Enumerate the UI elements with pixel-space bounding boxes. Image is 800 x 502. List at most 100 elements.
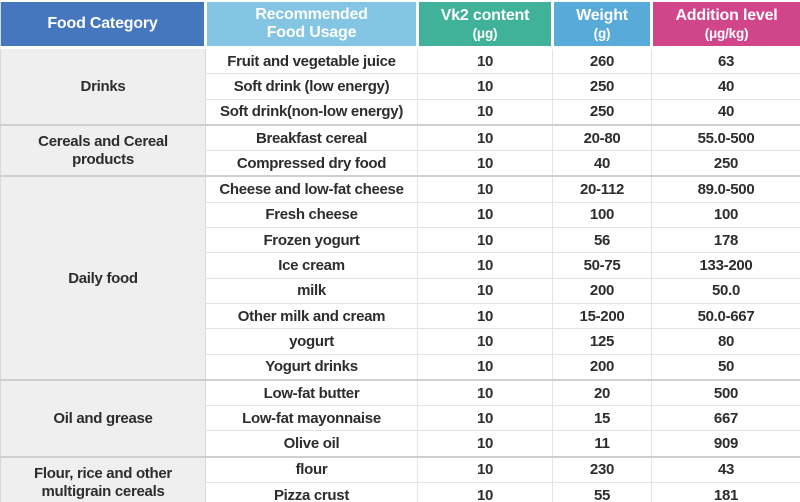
table-row: Drinks Fruit and vegetable juice 10 260 63 [0, 46, 800, 125]
weight-cell: 40 [552, 150, 652, 177]
col-header-unit: (μg/kg) [704, 25, 749, 41]
table-row: Pizza crust 10 55 181 [1, 482, 800, 502]
weight-cell: 200 [552, 353, 652, 380]
addition-cell: 40 [651, 98, 800, 125]
table-row: Soft drink(non-low energy) 10 250 40 [1, 98, 800, 125]
usage-cell: Soft drink(non-low energy) [205, 98, 418, 125]
addition-cell: 250 [651, 150, 800, 177]
weight-cell: 250 [552, 73, 652, 100]
usage-cell: Breakfast cereal [205, 123, 418, 151]
vk2-cell: 10 [417, 353, 553, 380]
col-header-weight: Weight (g) [551, 2, 652, 49]
col-header-label: Addition level [675, 6, 778, 24]
vk2-cell: 10 [417, 455, 553, 483]
vk2-cell: 10 [417, 277, 553, 304]
col-header-vk2-content: Vk2 content (μg) [416, 2, 553, 49]
usage-cell: Low-fat mayonnaise [205, 405, 418, 431]
vk2-cell: 10 [417, 46, 553, 74]
table-row: Frozen yogurt 10 56 178 [1, 227, 800, 253]
col-header-label: Vk2 content [440, 6, 530, 24]
usage-cell: Yogurt drinks [205, 353, 418, 380]
category-cell: Oil and grease [0, 378, 206, 457]
usage-cell: Pizza crust [205, 482, 418, 502]
vk2-cell: 10 [417, 98, 553, 125]
col-header-unit: (g) [593, 25, 611, 41]
table-row: Flour, rice and other multigrain cereals… [0, 455, 800, 502]
addition-cell: 50 [651, 353, 800, 380]
category-cell: Drinks [0, 46, 206, 125]
category-cell: Flour, rice and other multigrain cereals [0, 455, 206, 502]
weight-cell: 250 [552, 98, 652, 125]
addition-cell: 181 [651, 482, 800, 502]
usage-cell: Other milk and cream [205, 302, 418, 329]
col-header-addition-level: Addition level (μg/kg) [650, 2, 800, 49]
vk2-cell: 10 [417, 73, 553, 100]
addition-cell: 80 [651, 328, 800, 355]
table-row: milk 10 200 50.0 [1, 277, 800, 304]
col-header-unit: (μg) [472, 25, 498, 41]
usage-cell: yogurt [205, 328, 418, 355]
col-header-recommended-food-usage: Recommended Food Usage [204, 2, 418, 49]
usage-cell: Fruit and vegetable juice [205, 46, 418, 74]
table-row: Olive oil 10 11 909 [1, 430, 800, 457]
weight-cell: 100 [552, 201, 652, 228]
vk2-cell: 10 [417, 123, 553, 151]
table-body: Drinks Fruit and vegetable juice 10 260 63 So… [0, 46, 800, 502]
table-row: Compressed dry food 10 40 250 [1, 150, 800, 177]
vk2-cell: 10 [417, 302, 553, 329]
table-row: Yogurt drinks 10 200 50 [1, 353, 800, 380]
addition-cell: 133-200 [651, 252, 800, 279]
weight-cell: 200 [552, 277, 652, 304]
weight-cell: 50-75 [552, 252, 652, 279]
table-row: yogurt 10 125 80 [1, 328, 800, 355]
addition-cell: 100 [651, 201, 800, 228]
addition-cell: 55.0-500 [651, 123, 800, 151]
col-header-label: Recommended Food Usage [255, 6, 368, 41]
table-row: Fresh cheese 10 100 100 [1, 201, 800, 228]
col-header-label: Food Category [47, 15, 158, 33]
usage-cell: Fresh cheese [205, 201, 418, 228]
usage-cell: Cheese and low-fat cheese [205, 175, 418, 203]
vk2-cell: 10 [417, 378, 553, 406]
vk2-cell: 10 [417, 175, 553, 203]
usage-cell: Soft drink (low energy) [205, 73, 418, 100]
category-cell: Daily food [0, 175, 206, 380]
weight-cell: 20-112 [552, 175, 652, 203]
usage-cell: flour [205, 455, 418, 483]
addition-cell: 50.0-667 [651, 302, 800, 329]
col-header-food-category: Food Category [0, 2, 206, 49]
vk2-cell: 10 [417, 328, 553, 355]
usage-cell: Olive oil [205, 430, 418, 457]
addition-cell: 909 [651, 430, 800, 457]
table-row: Low-fat mayonnaise 10 15 667 [1, 405, 800, 431]
weight-cell: 56 [552, 227, 652, 253]
vk2-cell: 10 [417, 252, 553, 279]
table-row: Daily food Cheese and low-fat cheese 10 20-… [0, 175, 800, 380]
addition-cell: 63 [651, 46, 800, 74]
table-row: Other milk and cream 10 15-200 50.0-667 [1, 302, 800, 329]
vk2-cell: 10 [417, 405, 553, 431]
addition-cell: 40 [651, 73, 800, 100]
weight-cell: 11 [552, 430, 652, 457]
addition-cell: 500 [651, 378, 800, 406]
weight-cell: 260 [552, 46, 652, 74]
table-row: Oil and grease Low-fat butter 10 20 500 [0, 378, 800, 457]
usage-cell: Low-fat butter [205, 378, 418, 406]
usage-cell: milk [205, 277, 418, 304]
weight-cell: 20 [552, 378, 652, 406]
vk2-cell: 10 [417, 150, 553, 177]
weight-cell: 230 [552, 455, 652, 483]
table-row: Cereals and Cereal products Breakfast cer… [0, 123, 800, 177]
addition-cell: 667 [651, 405, 800, 431]
usage-cell: Frozen yogurt [205, 227, 418, 253]
addition-cell: 89.0-500 [651, 175, 800, 203]
category-cell: Cereals and Cereal products [0, 123, 206, 177]
weight-cell: 15 [552, 405, 652, 431]
weight-cell: 125 [552, 328, 652, 355]
usage-cell: Compressed dry food [205, 150, 418, 177]
vk2-cell: 10 [417, 482, 553, 502]
vk2-cell: 10 [417, 430, 553, 457]
weight-cell: 20-80 [552, 123, 652, 151]
